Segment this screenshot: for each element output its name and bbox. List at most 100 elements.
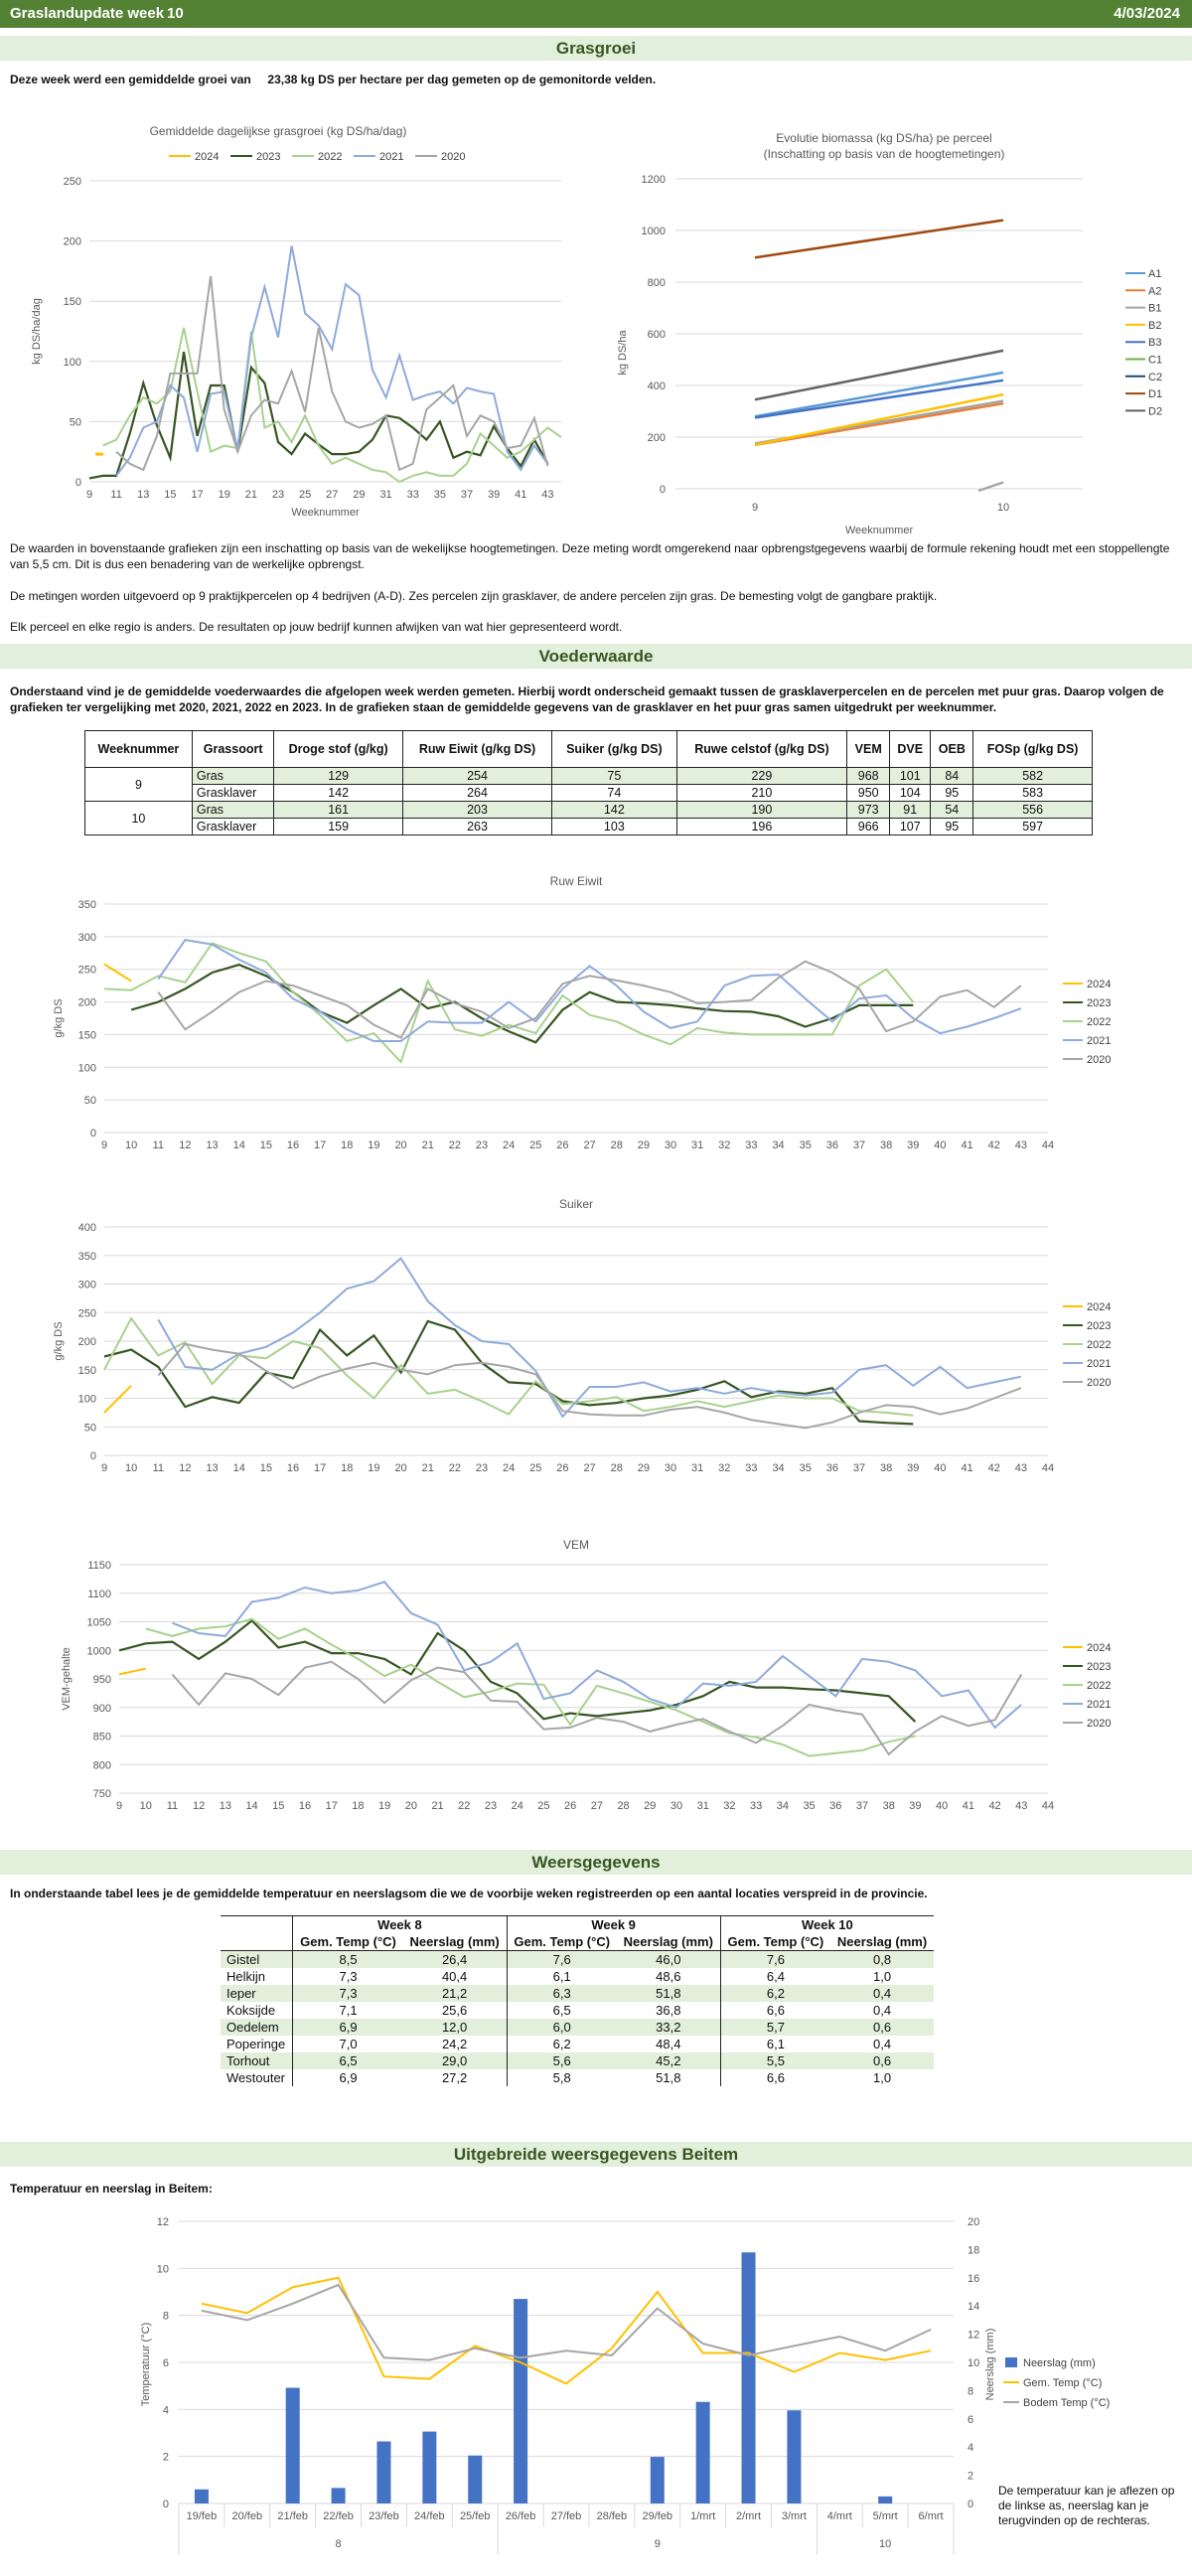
- x-tick-label: 21: [431, 1800, 443, 1812]
- y2-tick-label: 10: [968, 2357, 979, 2369]
- x-tick-label: 19/feb: [187, 2510, 218, 2522]
- x-tick-label: 28: [617, 1800, 629, 1812]
- x-tick-label: 15: [164, 489, 176, 501]
- x-tick-label: 28: [611, 1139, 623, 1151]
- y-tick-label: 1000: [87, 1645, 111, 1657]
- x-tick-label: 21/feb: [277, 2510, 308, 2522]
- x-tick-label: 31: [691, 1139, 703, 1151]
- x-tick-label: 1/mrt: [690, 2510, 715, 2522]
- x-tick-label: 22/feb: [323, 2510, 354, 2522]
- feed-header-cell: DVE: [889, 730, 932, 768]
- y-tick-label: 350: [78, 899, 96, 911]
- x-tick-label: 26: [556, 1139, 568, 1151]
- location-cell: Westouter: [226, 2070, 286, 2085]
- grass-type-cell: Gras: [191, 767, 275, 785]
- y-tick-label: 8: [163, 2311, 169, 2323]
- biomass-chart-subtitle: (Inschatting op basis van de hoogtemetin…: [763, 147, 1005, 161]
- legend-label-2022: 2022: [1087, 1016, 1111, 1028]
- value-cell: 950: [846, 784, 891, 802]
- y-tick-label: 0: [90, 1128, 96, 1139]
- y-tick-label: 10: [157, 2263, 169, 2275]
- header-date: 4/03/2024: [1114, 5, 1180, 22]
- series-line-2021: [157, 1257, 1022, 1419]
- y-tick-label: 950: [93, 1674, 111, 1686]
- value-cell: 5,7: [719, 2019, 831, 2036]
- value-cell: 95: [930, 818, 974, 835]
- legend-label-2024: 2024: [195, 151, 219, 163]
- value-cell: 6,9: [292, 2019, 403, 2036]
- value-cell: 210: [675, 784, 848, 802]
- x-tick-label: 32: [718, 1139, 730, 1151]
- value-cell: 1,0: [872, 1969, 892, 1984]
- y2-tick-label: 4: [968, 2442, 973, 2454]
- growth-intro: Deze week werd een gemiddelde groei van …: [10, 73, 657, 86]
- value-cell: 6,3: [506, 1985, 617, 2002]
- x-tick-label: 21: [422, 1462, 434, 1474]
- x-tick-label: 24: [512, 1800, 523, 1812]
- weather-table: Week 8 Week 9 Week 10 Gem. Temp (°C) Neersla…: [221, 1915, 934, 2086]
- x-tick-label: 15: [260, 1139, 272, 1151]
- value-cell: 12,0: [402, 2019, 508, 2036]
- series-line-2021: [115, 245, 549, 477]
- table-row: Grasklaver 142 264 74 210 950 104 95 583: [85, 784, 1093, 802]
- week-cell: 9: [84, 767, 193, 802]
- y-tick-label: 50: [84, 1095, 96, 1107]
- legend-label-2024: 2024: [1087, 979, 1111, 990]
- x-tick-label: 13: [206, 1139, 218, 1151]
- x-tick-label: 44: [1042, 1462, 1054, 1474]
- y-tick-label: 1200: [642, 174, 666, 186]
- y-tick-label: 200: [648, 432, 666, 444]
- vem-chart: 750 800 850 900 950 1000 1050 1100 1150 9 10 11 12 13…: [61, 1560, 1111, 1812]
- y-tick-label: 800: [648, 277, 666, 289]
- value-cell: 582: [972, 767, 1093, 785]
- x-tick-label: 9: [752, 502, 758, 514]
- series-line-2022: [103, 1316, 914, 1417]
- y-tick-label: 100: [78, 1394, 96, 1406]
- legend-label-2021: 2021: [1087, 1035, 1111, 1047]
- y-tick-label: 6: [163, 2357, 169, 2369]
- y-tick-label: 900: [93, 1703, 111, 1715]
- y-tick-label: 4: [163, 2404, 169, 2416]
- legend-label-A2: A2: [1148, 285, 1161, 297]
- y-tick-label: 250: [64, 176, 81, 188]
- y2-tick-label: 8: [968, 2385, 973, 2397]
- x-tick-label: 13: [206, 1462, 218, 1474]
- sub-header: Gem. Temp (°C): [719, 1933, 831, 1951]
- x-tick-label: 22: [458, 1800, 470, 1812]
- vem-title: VEM: [562, 1538, 589, 1552]
- x-tick-label: 40: [934, 1462, 946, 1474]
- y2-tick-label: 12: [968, 2330, 979, 2342]
- value-cell: 0,4: [872, 2037, 892, 2051]
- series-line-2021: [172, 1581, 1022, 1730]
- x-tick-label: 25: [529, 1139, 541, 1151]
- legend-label-gem-temp: Gem. Temp (°C): [1023, 2377, 1102, 2389]
- x-tick-label: 39: [909, 1800, 921, 1812]
- value-cell: 36,8: [656, 2003, 681, 2018]
- y2-tick-label: 18: [968, 2244, 979, 2256]
- value-cell: 583: [972, 784, 1093, 802]
- x-tick-label: 31: [379, 489, 391, 501]
- x-tick-label: 43: [1015, 1139, 1027, 1151]
- x-tick-label: 11: [110, 489, 121, 501]
- x-tick-label: 19: [378, 1800, 390, 1812]
- x-tick-label: 39: [907, 1462, 919, 1474]
- x-tick-label: 9: [101, 1139, 107, 1151]
- y-tick-label: 50: [70, 416, 81, 428]
- header-title: Graslandupdate week: [10, 5, 165, 22]
- series-line-2024: [118, 1667, 146, 1676]
- week-header: Week 9: [506, 1915, 721, 1933]
- x-tick-label: 23: [476, 1462, 488, 1474]
- x-tick-label: 24/feb: [414, 2510, 445, 2522]
- feed-header-cell: Ruwe celstof (g/kg DS): [675, 730, 848, 768]
- y-tick-label: 150: [78, 1365, 96, 1377]
- value-cell: 0,6: [830, 2052, 934, 2069]
- x-tick-label: 34: [777, 1800, 789, 1812]
- x-tick-label: 27/feb: [551, 2510, 582, 2522]
- x-tick-label: 41: [963, 1800, 974, 1812]
- value-cell: 101: [889, 767, 932, 785]
- y-tick-label: 400: [648, 380, 666, 392]
- legend-label-2021: 2021: [1087, 1358, 1111, 1370]
- x-tick-label: 37: [461, 489, 473, 501]
- sub-header: Neerslag (mm): [836, 1934, 928, 1949]
- neerslag-bar: [741, 2252, 756, 2503]
